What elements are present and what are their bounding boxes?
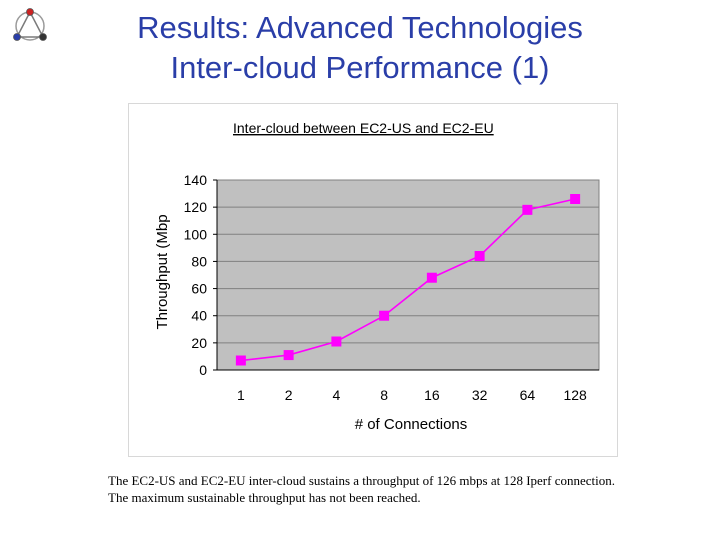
y-tick-label: 140 bbox=[184, 172, 208, 188]
slide-title-line1: Results: Advanced Technologies bbox=[137, 10, 583, 45]
x-tick-label: 4 bbox=[332, 387, 340, 403]
data-point bbox=[570, 194, 581, 204]
triangle-node-graph-icon bbox=[13, 8, 47, 41]
data-point bbox=[474, 251, 485, 261]
y-tick-label: 80 bbox=[191, 253, 207, 269]
chart-title: Inter-cloud between EC2-US and EC2-EU bbox=[233, 120, 494, 136]
y-tick-label: 40 bbox=[191, 308, 207, 324]
y-tick-label: 120 bbox=[184, 199, 208, 215]
series-line bbox=[240, 198, 576, 362]
plot-area bbox=[216, 179, 600, 371]
data-point bbox=[235, 355, 246, 366]
caption-line2: The maximum sustainable throughput has n… bbox=[108, 490, 421, 505]
x-tick-label: 1 bbox=[237, 387, 245, 403]
x-tick-label: 128 bbox=[563, 387, 587, 403]
slide-caption: The EC2-US and EC2-EU inter-cloud sustai… bbox=[108, 472, 708, 506]
data-point bbox=[283, 350, 294, 361]
logo-node-left bbox=[13, 33, 21, 41]
x-tick-label: 8 bbox=[380, 387, 388, 403]
logo-node-top bbox=[26, 8, 34, 16]
data-point bbox=[426, 272, 437, 283]
slide-title: Results: Advanced Technologies Inter-clo… bbox=[60, 8, 660, 88]
x-tick-label: 2 bbox=[285, 387, 293, 403]
x-tick-label: 16 bbox=[424, 387, 440, 403]
y-tick-label: 20 bbox=[191, 335, 207, 351]
y-tick-label: 60 bbox=[191, 281, 207, 297]
y-tick-label: 100 bbox=[184, 226, 208, 242]
logo-triangle bbox=[15, 10, 45, 38]
y-tick-label: 0 bbox=[199, 362, 207, 378]
data-point bbox=[331, 336, 342, 347]
throughput-chart: Inter-cloud between EC2-US and EC2-EU # … bbox=[154, 120, 600, 433]
x-axis-label: # of Connections bbox=[355, 416, 468, 433]
y-axis-label: Throughput (Mbp bbox=[154, 214, 171, 329]
data-point bbox=[379, 310, 390, 321]
chart-frame: Inter-cloud between EC2-US and EC2-EU # … bbox=[128, 103, 618, 457]
caption-line1: The EC2-US and EC2-EU inter-cloud sustai… bbox=[108, 473, 615, 488]
x-tick-label: 32 bbox=[472, 387, 488, 403]
logo-node-right bbox=[39, 33, 47, 41]
slide-title-line2: Inter-cloud Performance (1) bbox=[170, 50, 550, 85]
x-tick-label: 64 bbox=[520, 387, 536, 403]
data-point bbox=[522, 204, 533, 215]
